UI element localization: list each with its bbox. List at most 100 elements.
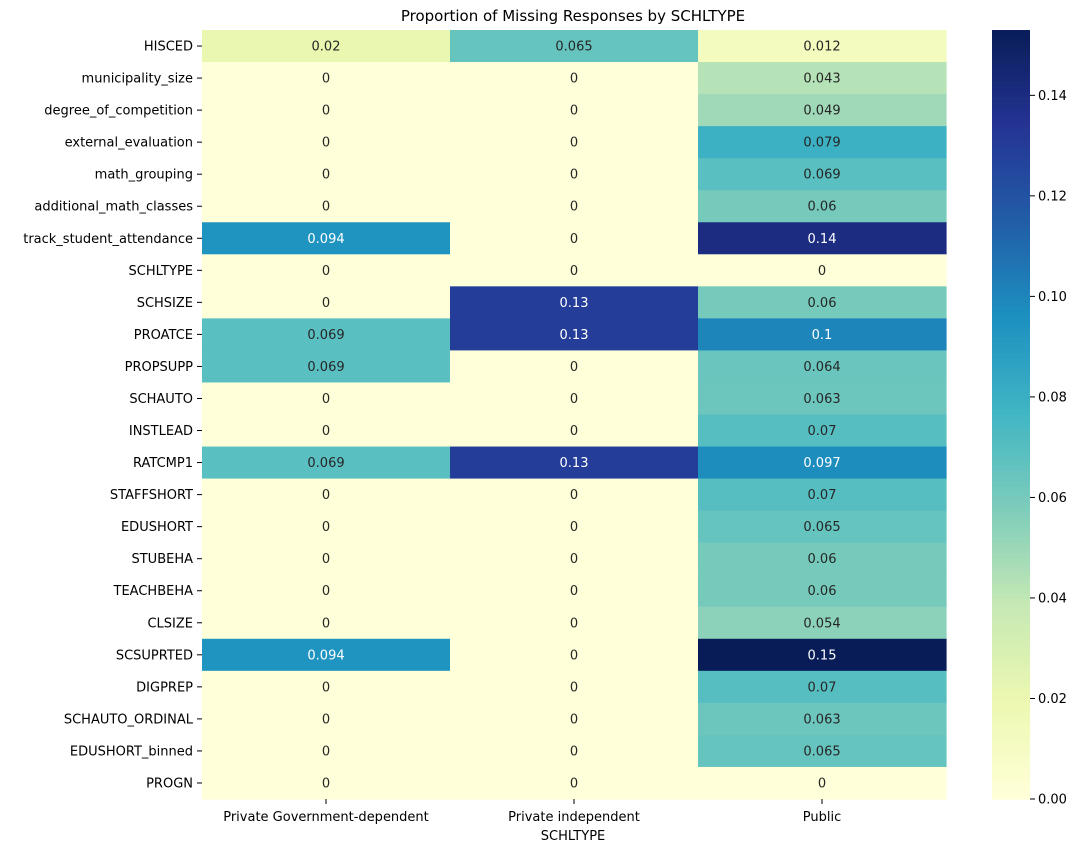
heatmap-cell [202,350,451,384]
heatmap-cell [450,94,699,127]
cell-annotation: 0.065 [555,40,592,55]
heatmap-cell [698,510,947,544]
colorbar-segment [992,342,1030,349]
cell-annotation: 0 [570,552,578,567]
colorbar-segment [992,614,1030,621]
heatmap-cell [698,94,947,127]
heatmap-cell [450,478,699,512]
colorbar-segment [992,373,1030,380]
heatmap-cell [202,478,451,512]
colorbar-segment [992,624,1030,631]
colorbar-segment [992,383,1030,390]
y-tick-label: TEACHBEHA [113,584,194,599]
cell-annotation: 0 [322,712,330,727]
cell-annotation: 0.012 [803,40,840,55]
y-tick-label: STAFFSHORT [110,488,193,503]
colorbar-segment [992,45,1030,52]
colorbar-segment [992,440,1030,446]
colorbar-tick-label: 0.12 [1038,189,1067,204]
colorbar-segment [992,634,1030,641]
colorbar-segment [992,235,1030,241]
colorbar-segment [992,317,1030,323]
y-tick-label: INSTLEAD [129,424,193,439]
heatmap-cell [698,638,947,672]
colorbar-segment [992,127,1030,134]
y-tick-label: SCHLTYPE [129,264,194,279]
cell-annotation: 0 [570,584,578,599]
x-tick-label: Private Government-dependent [223,810,429,825]
colorbar-segment [992,332,1030,339]
colorbar-segment [992,460,1030,467]
cell-annotation: 0 [322,488,330,503]
cell-annotation: 0.06 [808,200,837,215]
colorbar-segment [992,496,1030,503]
cell-annotation: 0.06 [808,296,837,311]
cell-annotation: 0.065 [803,520,840,535]
colorbar-segment [992,55,1030,62]
colorbar-segment [992,722,1030,728]
heatmap-cell [450,350,699,384]
colorbar-segment [992,768,1030,774]
cell-annotation: 0 [322,200,330,215]
colorbar-segment [992,609,1030,616]
heatmap-cell [202,446,451,480]
colorbar-segment [992,168,1030,175]
y-tick-label: PROPSUPP [125,360,194,375]
colorbar-segment [992,629,1030,636]
cell-annotation: 0 [570,168,578,183]
y-tick-label: PROGN [146,776,193,791]
colorbar-segment [992,552,1030,559]
colorbar-segment [992,455,1030,462]
colorbar-segment [992,757,1030,764]
colorbar-segment [992,573,1030,580]
colorbar-segment [992,142,1030,149]
y-tick-label: SCSUPRTED [116,648,193,663]
colorbar-segment [992,368,1030,375]
heatmap-cell [450,318,699,352]
heatmap-cell [450,382,699,416]
heatmap-cell [202,702,451,736]
cell-annotation: 0 [322,264,330,279]
colorbar-segment [992,81,1030,87]
cell-annotation: 0.069 [307,360,344,375]
cell-annotation: 0.054 [803,616,840,631]
heatmap-cell [202,382,451,416]
heatmap-cell [698,126,947,159]
heatmap-cell [698,574,947,608]
y-tick-label: STUBEHA [131,552,193,567]
colorbar-segment [992,537,1030,544]
colorbar-segment [992,65,1030,72]
heatmap-cell [202,638,451,672]
colorbar-segment [992,96,1030,103]
cell-annotation: 0 [570,200,578,215]
heatmap-cell [698,446,947,480]
colorbar-segment [992,558,1030,564]
cell-annotation: 0 [322,680,330,695]
colorbar-segment [992,311,1030,318]
cell-annotation: 0.07 [808,488,837,503]
colorbar-segment [992,517,1030,523]
colorbar-segment [992,711,1030,718]
colorbar-segment [992,732,1030,739]
colorbar-segment [992,691,1030,698]
colorbar-segment [992,563,1030,569]
heatmap-cell [450,638,699,672]
colorbar-segment [992,716,1030,723]
heatmap-cell [202,254,451,287]
colorbar-segment [992,178,1030,185]
heatmap-cell [450,254,699,287]
colorbar-segment [992,701,1030,708]
colorbar-segment [992,229,1030,236]
heatmap-cell [450,542,699,576]
colorbar-segment [992,547,1030,554]
colorbar-segment [992,686,1030,692]
cell-annotation: 0.13 [560,456,589,471]
cell-annotation: 0.06 [808,552,837,567]
colorbar-segment [992,399,1030,405]
colorbar-segment [992,183,1030,190]
colorbar-segment [992,645,1030,651]
colorbar-segment [992,347,1030,354]
colorbar-segment [992,71,1030,77]
colorbar-segment [992,158,1030,164]
cell-annotation: 0 [570,680,578,695]
